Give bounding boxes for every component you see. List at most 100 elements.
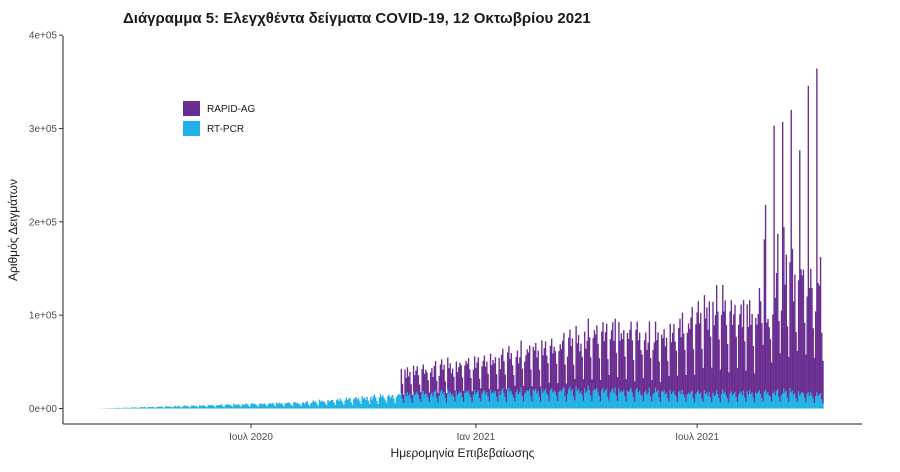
bar-rt-pcr	[763, 391, 766, 409]
bar-rapid-ag	[467, 358, 470, 391]
bar-rt-pcr	[305, 401, 307, 409]
bar-rapid-ag	[791, 248, 794, 391]
bar-rapid-ag	[538, 369, 541, 397]
bar-rt-pcr	[337, 399, 339, 409]
bar-rapid-ag	[571, 338, 574, 390]
bar-rt-pcr	[687, 392, 690, 409]
bar-rapid-ag	[725, 324, 728, 396]
bar-rt-pcr	[552, 392, 554, 409]
bar-rapid-ag	[582, 379, 585, 401]
bar-rt-pcr	[378, 397, 381, 409]
bar-rt-pcr	[316, 403, 318, 409]
bar-rt-pcr	[323, 401, 326, 409]
bar-rapid-ag	[530, 369, 532, 397]
bar-rt-pcr	[196, 406, 198, 409]
bar-rt-pcr	[536, 393, 538, 409]
bar-rt-pcr	[363, 397, 366, 409]
bar-rt-pcr	[532, 389, 535, 409]
bar-rt-pcr	[399, 394, 401, 409]
bar-rt-pcr	[726, 398, 729, 409]
bar-rt-pcr	[201, 405, 203, 409]
bar-rapid-ag	[755, 317, 757, 393]
bar-rapid-ag	[422, 364, 425, 392]
bar-rapid-ag	[742, 300, 745, 391]
bar-rt-pcr	[296, 402, 299, 409]
bar-rt-pcr	[729, 393, 731, 409]
bar-rapid-ag	[687, 323, 690, 393]
bar-rt-pcr	[659, 402, 662, 409]
bar-rapid-ag	[531, 386, 533, 402]
bar-rt-pcr	[163, 407, 165, 409]
bar-rt-pcr	[784, 392, 786, 409]
bar-rt-pcr	[561, 389, 564, 409]
bar-rt-pcr	[250, 404, 252, 409]
bar-rapid-ag	[597, 343, 599, 393]
bar-rapid-ag	[801, 275, 803, 393]
bar-rapid-ag	[433, 365, 436, 393]
bar-rt-pcr	[660, 391, 663, 409]
bar-rt-pcr	[500, 390, 503, 409]
bar-rapid-ag	[698, 323, 701, 395]
bar-rt-pcr	[692, 398, 695, 409]
bar-rt-pcr	[697, 390, 700, 409]
bar-rt-pcr	[279, 403, 282, 409]
bar-rt-pcr	[599, 401, 602, 409]
bar-rt-pcr	[566, 393, 569, 409]
bar-rt-pcr	[283, 406, 285, 409]
bar-rt-pcr	[370, 396, 372, 409]
bar-rt-pcr	[368, 404, 371, 409]
bar-rapid-ag	[682, 333, 685, 395]
bar-rt-pcr	[795, 398, 797, 409]
bar-rt-pcr	[202, 405, 205, 409]
bar-rt-pcr	[219, 404, 222, 409]
bar-rapid-ag	[602, 322, 604, 388]
bar-rt-pcr	[403, 403, 405, 409]
bar-rapid-ag	[459, 362, 461, 392]
bar-rt-pcr	[439, 391, 442, 409]
bar-rt-pcr	[522, 401, 525, 409]
bar-rt-pcr	[451, 393, 454, 409]
bar-rt-pcr	[179, 406, 181, 409]
bar-rt-pcr	[294, 401, 296, 409]
bar-rt-pcr	[548, 400, 550, 409]
bar-rapid-ag	[455, 361, 458, 392]
bar-rapid-ag	[407, 376, 410, 396]
bar-rt-pcr	[484, 393, 487, 409]
bar-rt-pcr	[236, 405, 239, 409]
bar-rt-pcr	[629, 390, 631, 409]
bar-rapid-ag	[448, 368, 450, 394]
bar-rapid-ag	[726, 344, 729, 399]
bar-rapid-ag	[469, 369, 471, 395]
bar-rt-pcr	[191, 405, 194, 409]
bar-rapid-ag	[436, 380, 438, 398]
bar-rt-pcr	[400, 393, 403, 409]
bar-rt-pcr	[712, 392, 714, 409]
bar-rapid-ag	[555, 363, 558, 396]
bar-rt-pcr	[444, 398, 447, 409]
bar-rapid-ag	[447, 357, 449, 390]
bar-rt-pcr	[759, 394, 762, 409]
bar-rapid-ag	[783, 227, 785, 389]
bar-rt-pcr	[773, 391, 775, 409]
bar-rt-pcr	[520, 387, 522, 409]
y-tick-label: 1e+05	[29, 311, 58, 322]
bar-rt-pcr	[736, 401, 739, 409]
bar-rt-pcr	[229, 404, 231, 409]
bar-rt-pcr	[559, 390, 561, 409]
bar-rt-pcr	[121, 407, 124, 409]
bar-rt-pcr	[768, 395, 770, 409]
bar-rapid-ag	[412, 365, 415, 392]
x-tick-label: Ιουλ 2021	[675, 432, 719, 443]
bar-rt-pcr	[605, 388, 608, 409]
legend-label-rapid-ag: RAPID-AG	[207, 104, 256, 115]
bar-rapid-ag	[739, 314, 741, 394]
bar-rapid-ag	[486, 361, 488, 393]
bar-rapid-ag	[423, 373, 426, 395]
bar-rapid-ag	[476, 362, 478, 393]
bar-rt-pcr	[794, 393, 796, 409]
bar-rt-pcr	[130, 407, 132, 409]
bar-rt-pcr	[812, 398, 814, 409]
bar-rt-pcr	[349, 397, 351, 409]
bar-rapid-ag	[533, 350, 536, 391]
bar-rt-pcr	[822, 403, 824, 409]
